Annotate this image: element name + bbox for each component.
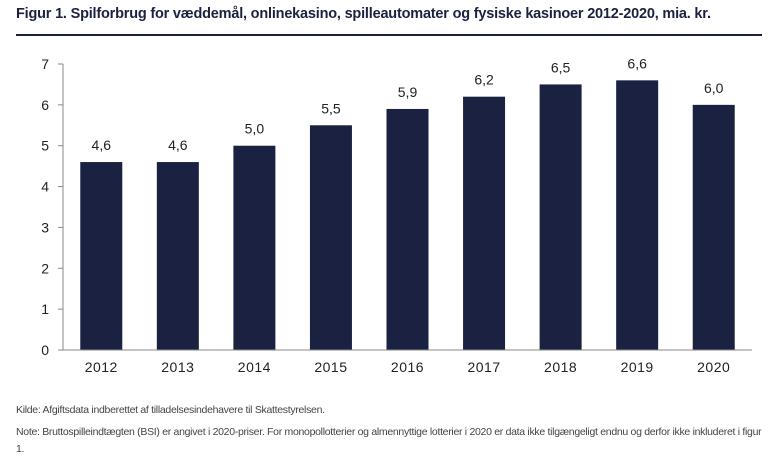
y-tick-label: 1 [41, 301, 49, 317]
bar-2019 [616, 80, 659, 350]
bar-2014 [233, 145, 276, 350]
y-tick-label: 0 [41, 342, 49, 358]
x-tick-label-2012: 2012 [85, 359, 118, 375]
bar-chart: 0 1 2 3 4 5 6 7 4,6 4,6 5,0 5,5 5,9 6,2 6,5 6,6 6,0 201… [41, 55, 752, 375]
x-tick-label-2014: 2014 [238, 359, 271, 375]
bars [80, 80, 735, 351]
note-text: Note: Bruttospilleindtægten (BSI) er ang… [16, 426, 762, 455]
value-label-2016: 5,9 [398, 84, 418, 100]
bar-2018 [539, 84, 582, 350]
value-label-2012: 4,6 [92, 137, 112, 153]
figure-title: Figur 1. Spilforbrug for væddemål, onlin… [16, 6, 711, 22]
x-tick-label-2019: 2019 [621, 359, 654, 375]
bar-2017 [463, 96, 506, 350]
x-axis: 2012 2013 2014 2015 2016 2017 2018 2019 2020 [63, 349, 752, 375]
value-label-2017: 6,2 [474, 72, 494, 88]
value-label-2020: 6,0 [704, 80, 724, 96]
value-label-2014: 5,0 [245, 121, 265, 137]
bar-2015 [309, 125, 352, 351]
value-label-2013: 4,6 [168, 137, 188, 153]
bar-2020 [692, 104, 735, 350]
value-labels: 4,6 4,6 5,0 5,5 5,9 6,2 6,5 6,6 6,0 [92, 55, 724, 153]
y-tick-label: 2 [41, 260, 49, 276]
y-tick-label: 7 [41, 56, 49, 72]
x-tick-label-2017: 2017 [467, 359, 500, 375]
x-tick-label-2020: 2020 [697, 359, 730, 375]
value-label-2019: 6,6 [627, 55, 647, 71]
bar-2016 [386, 108, 429, 350]
x-tick-label-2015: 2015 [314, 359, 347, 375]
bar-2013 [156, 162, 199, 350]
y-tick-label: 3 [41, 219, 49, 235]
x-tick-label-2018: 2018 [544, 359, 577, 375]
y-tick-label: 5 [41, 138, 49, 154]
value-label-2015: 5,5 [321, 100, 341, 116]
y-tick-label: 4 [41, 179, 49, 195]
title-rule [16, 34, 762, 36]
value-label-2018: 6,5 [551, 59, 571, 75]
bar-2012 [80, 162, 123, 350]
source-text: Kilde: Afgiftsdata indberettet af tillad… [16, 404, 325, 416]
x-tick-label-2016: 2016 [391, 359, 424, 375]
y-axis: 0 1 2 3 4 5 6 7 [41, 56, 64, 358]
x-tick-label-2013: 2013 [161, 359, 194, 375]
y-tick-label: 6 [41, 97, 49, 113]
